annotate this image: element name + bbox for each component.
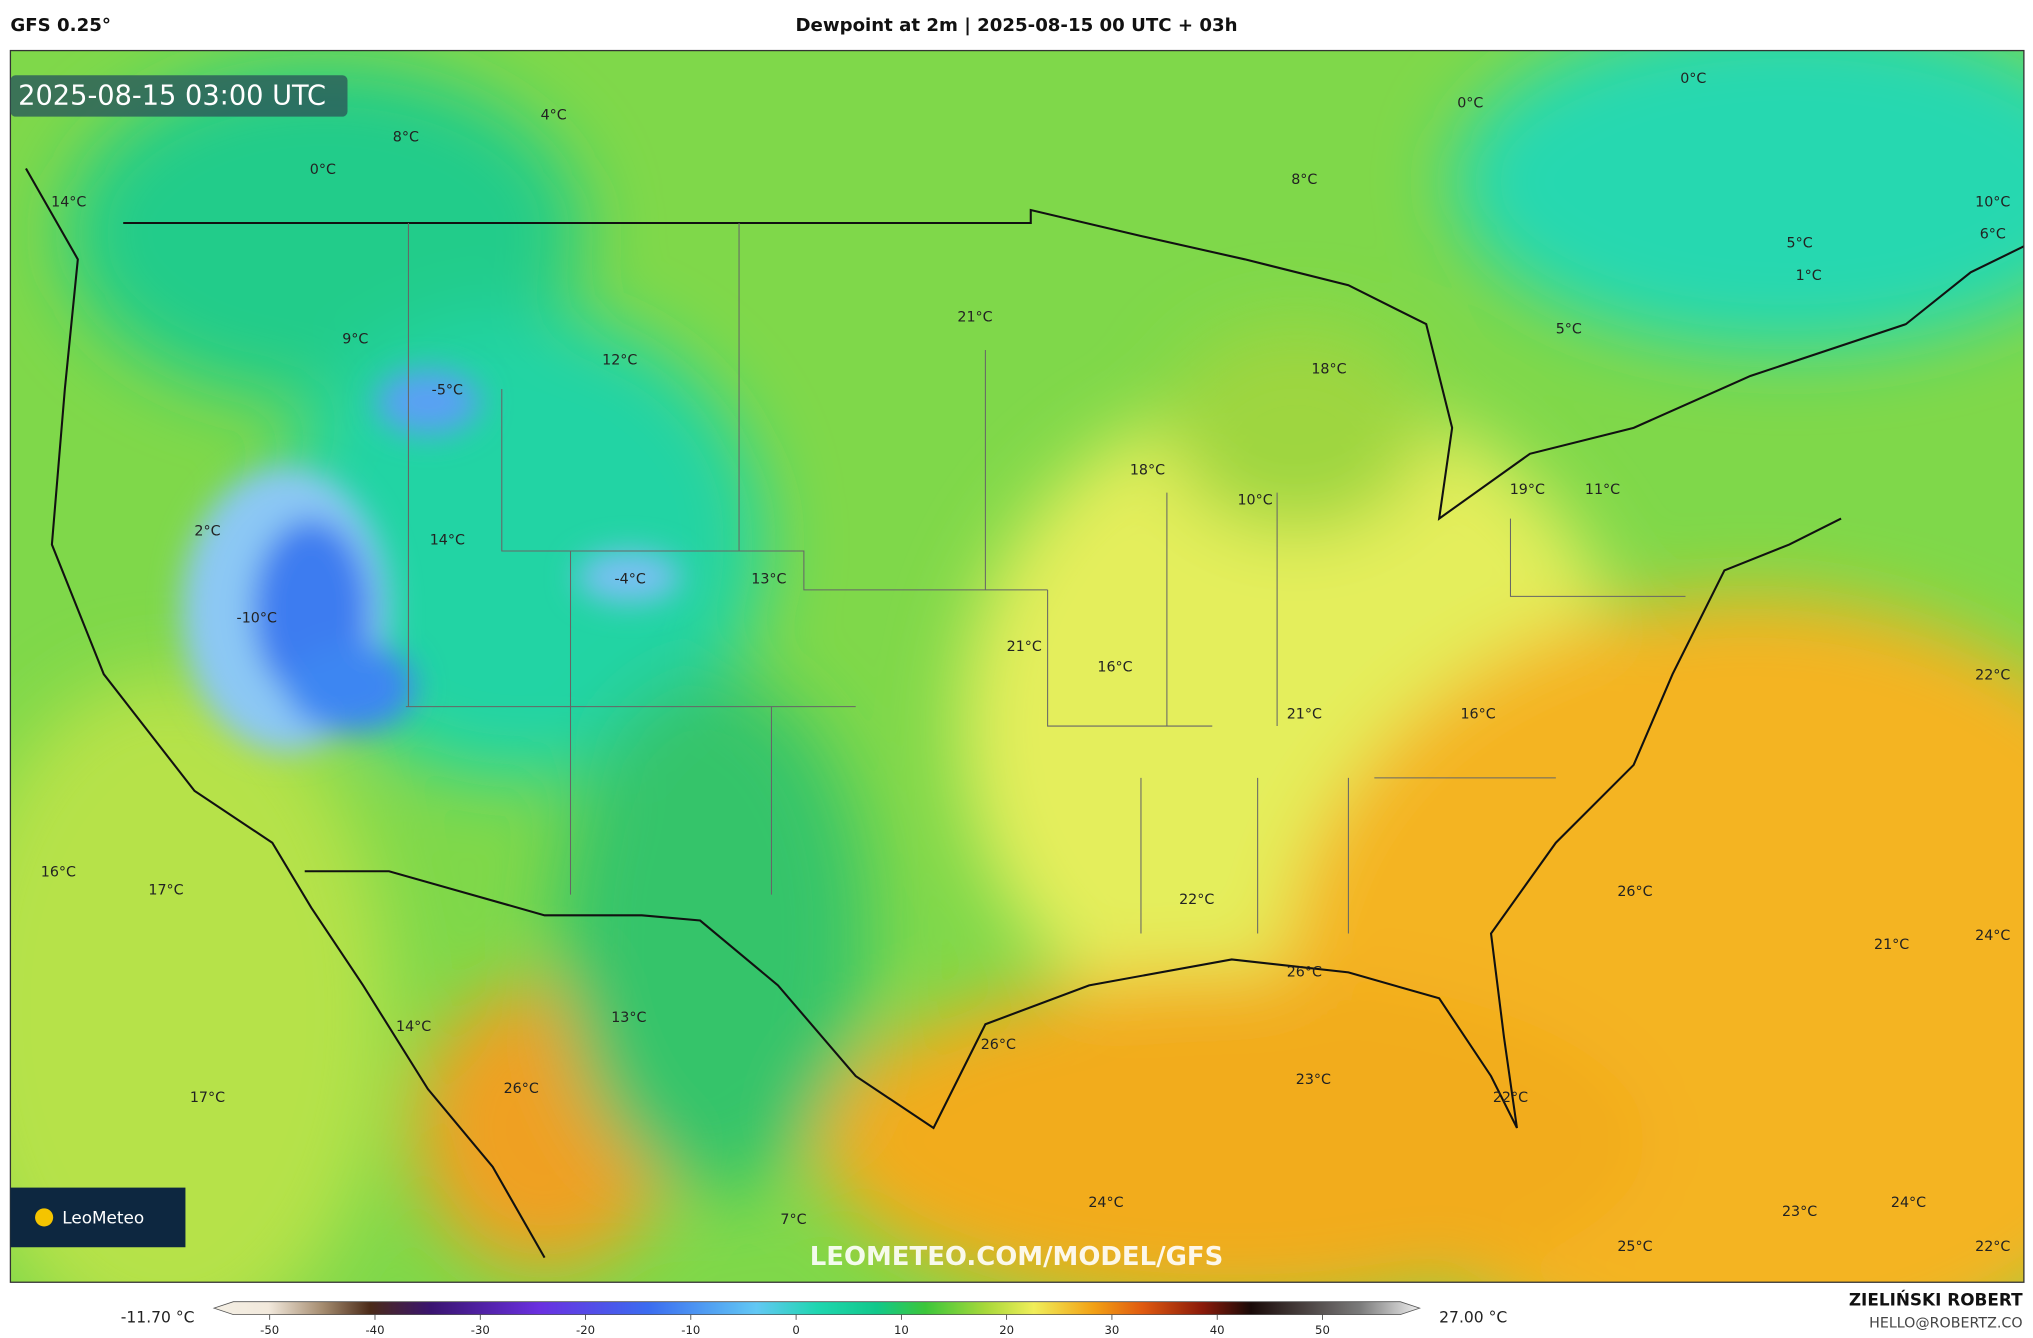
temperature-label: -5°C [432, 382, 463, 398]
colorbar [212, 1301, 1421, 1316]
temperature-label: 10°C [1975, 194, 2010, 210]
temperature-label: 23°C [1782, 1204, 1817, 1220]
colorbar-tick-label: 50 [1315, 1323, 1330, 1337]
colorbar-max: 27.00 °C [1439, 1308, 1507, 1326]
temperature-label: 21°C [957, 310, 992, 326]
watermark: LEOMETEO.COM/MODEL/GFS [810, 1242, 1223, 1272]
temperature-label: 22°C [1975, 1239, 2010, 1255]
colorbar-tick-label: 30 [1105, 1323, 1120, 1337]
temperature-label: 23°C [1296, 1072, 1331, 1088]
temperature-label: 5°C [1556, 321, 1582, 337]
temperature-label: 11°C [1585, 482, 1620, 498]
colorbar-tick-label: 20 [999, 1323, 1014, 1337]
map-title: Dewpoint at 2m | 2025-08-15 00 UTC + 03h [795, 15, 1237, 36]
colorbar-ticks: -50 -40 -30 -20 -10 0 10 20 30 40 50 [260, 1314, 1330, 1337]
temperature-label: 18°C [1311, 362, 1346, 378]
temperature-label: 22°C [1975, 667, 2010, 683]
temperature-label: 22°C [1493, 1090, 1528, 1106]
logo-text: LeoMeteo [62, 1208, 144, 1228]
temperature-label: 0°C [310, 162, 336, 178]
temperature-label: 14°C [430, 533, 465, 549]
temperature-label: 14°C [51, 194, 86, 210]
temperature-label: 16°C [1097, 660, 1132, 676]
colorbar-tick-label: -50 [260, 1323, 279, 1337]
map-field [10, 50, 2024, 1283]
temperature-label: 0°C [1457, 96, 1483, 112]
temperature-label: 8°C [393, 129, 419, 145]
map-labels: 0°C 4°C 8°C 14°C 9°C 12°C -5°C 2°C 14°C -10°C -4°C… [41, 71, 2011, 1255]
temperature-label: 25°C [1617, 1239, 1652, 1255]
author: ZIELIŃSKI ROBERT [1849, 1289, 2023, 1310]
temperature-label: 7°C [780, 1212, 806, 1228]
temperature-label: 18°C [1130, 463, 1165, 479]
temperature-label: 5°C [1787, 236, 1813, 252]
temperature-label: 0°C [1680, 71, 1706, 87]
map-frame [9, 49, 2025, 1283]
temperature-label: 24°C [1975, 928, 2010, 944]
temperature-label: 26°C [504, 1081, 539, 1097]
temperature-label: 21°C [1874, 937, 1909, 953]
temperature-label: 26°C [981, 1037, 1016, 1053]
temperature-label: 17°C [148, 883, 183, 899]
colorbar-tick-label: -20 [576, 1323, 595, 1337]
colorbar-tick-label: 0 [792, 1323, 799, 1337]
colorbar-min: -11.70 °C [121, 1308, 195, 1326]
temperature-label: 21°C [1007, 639, 1042, 655]
temperature-label: 26°C [1617, 884, 1652, 900]
temperature-label: 14°C [396, 1019, 431, 1035]
temperature-label: 16°C [41, 865, 76, 881]
temperature-label: -10°C [237, 610, 277, 626]
contact: HELLO@ROBERTZ.CO [1869, 1316, 2022, 1332]
colorbar-tick-label: -40 [365, 1323, 384, 1337]
temperature-label: 22°C [1179, 892, 1214, 908]
colorbar-tick-label: 40 [1210, 1323, 1225, 1337]
temperature-label: 17°C [190, 1090, 225, 1106]
temperature-label: 13°C [751, 572, 786, 588]
model-name: GFS 0.25° [10, 15, 111, 36]
temperature-label: 13°C [611, 1010, 646, 1026]
logo-sun [35, 1208, 54, 1227]
temperature-label: 21°C [1287, 706, 1322, 722]
temperature-label: 24°C [1891, 1195, 1926, 1211]
colorbar-tick-label: -30 [471, 1323, 490, 1337]
temperature-label: 6°C [1980, 227, 2006, 243]
temperature-label: -4°C [614, 572, 645, 588]
temperature-label: 2°C [194, 524, 220, 540]
timestamp-box [10, 75, 348, 117]
temperature-label: 9°C [342, 332, 368, 348]
temperature-label: 10°C [1237, 492, 1272, 508]
temperature-label: 26°C [1287, 964, 1322, 980]
colorbar-tick-label: -10 [681, 1323, 700, 1337]
temperature-label: 16°C [1460, 706, 1495, 722]
temperature-label: 1°C [1796, 268, 1822, 284]
temperature-label: 19°C [1510, 482, 1545, 498]
temperature-label: 8°C [1291, 172, 1317, 188]
timestamp: 2025-08-15 03:00 UTC [18, 81, 326, 112]
temperature-label: 4°C [541, 107, 567, 123]
temperature-label: 12°C [602, 352, 637, 368]
temperature-label: 24°C [1088, 1195, 1123, 1211]
colorbar-tick-label: 10 [894, 1323, 909, 1337]
